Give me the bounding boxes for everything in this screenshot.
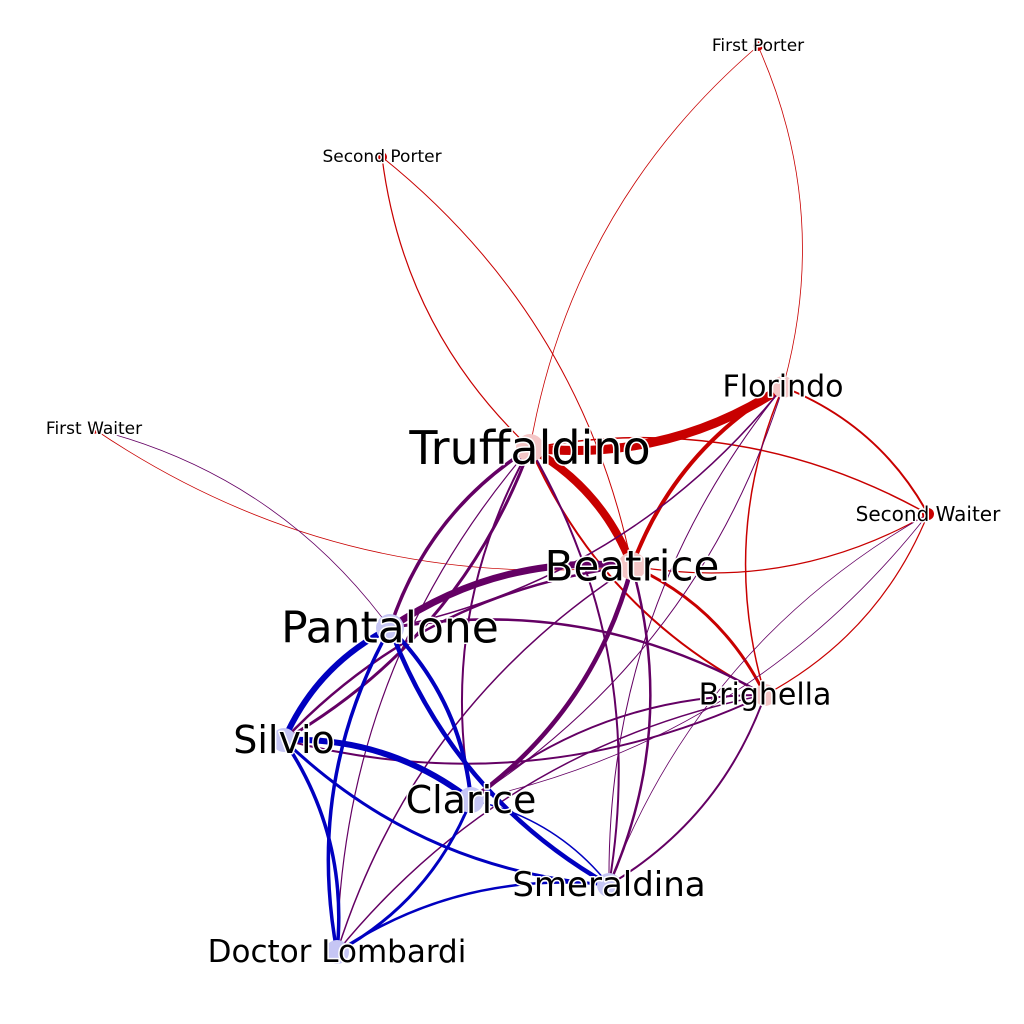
edge-truffaldino-silvio	[282, 446, 532, 742]
edge-truffaldino-beatrice	[526, 444, 636, 570]
node-silvio[interactable]	[272, 728, 296, 752]
node-label-second-waiter: Second Waiter	[856, 502, 1001, 526]
node-florindo[interactable]	[772, 376, 794, 398]
edge-florindo-beatrice	[630, 385, 785, 568]
edge-florindo-pantalone	[389, 386, 784, 629]
edge-beatrice-second-porter	[381, 156, 633, 567]
edge-pantalone-smeraldina	[387, 625, 612, 888]
edges-layer	[93, 45, 929, 954]
edge-florindo-first-porter	[757, 45, 803, 388]
node-second-porter[interactable]	[377, 152, 387, 162]
edge-brighella-smeraldina	[608, 694, 766, 886]
edge-brighella-pantalone	[388, 618, 767, 697]
edge-florindo-smeraldina	[608, 386, 784, 886]
edge-florindo-brighella	[744, 386, 784, 696]
edge-second-waiter-smeraldina	[608, 513, 929, 886]
node-label-clarice: Clarice	[406, 778, 537, 822]
node-pantalone[interactable]	[376, 614, 404, 642]
node-label-beatrice: Beatrice	[545, 542, 720, 591]
edge-first-waiter-pantalone	[93, 428, 391, 629]
node-brighella[interactable]	[754, 684, 776, 706]
node-first-porter[interactable]	[753, 41, 763, 51]
node-label-first-waiter: First Waiter	[46, 419, 142, 439]
node-label-smeraldina: Smeraldina	[512, 865, 705, 905]
node-truffaldino[interactable]	[516, 434, 544, 462]
edge-truffaldino-lombardi	[336, 447, 531, 953]
node-label-truffaldino: Truffaldino	[408, 421, 650, 475]
nodes-layer	[89, 41, 934, 964]
node-label-silvio: Silvio	[233, 718, 335, 762]
edge-brighella-second-waiter	[764, 513, 929, 696]
node-label-florindo: Florindo	[722, 370, 843, 405]
edge-silvio-smeraldina	[282, 738, 611, 887]
edge-truffaldino-second-waiter	[529, 436, 929, 515]
edge-silvio-clarice	[281, 736, 474, 803]
edge-pantalone-silvio	[281, 625, 393, 743]
edge-smeraldina-lombardi	[335, 881, 611, 954]
edge-beatrice-lombardi	[336, 565, 633, 953]
node-beatrice[interactable]	[618, 552, 646, 580]
edge-brighella-silvio	[283, 694, 766, 765]
edge-second-waiter-clarice	[470, 513, 929, 801]
edge-brighella-lombardi	[336, 694, 766, 953]
edge-florindo-second-waiter	[782, 386, 929, 515]
edge-truffaldino-pantalone	[388, 446, 532, 630]
edge-beatrice-clarice	[468, 563, 635, 803]
node-label-brighella: Brighella	[699, 678, 832, 713]
node-clarice[interactable]	[458, 787, 484, 813]
labels-layer: Truffaldino Beatrice Pantalone Florindo Brig…	[44, 35, 1002, 972]
node-lombardi[interactable]	[325, 940, 349, 964]
edge-truffaldino-smeraldina	[529, 447, 620, 886]
edge-beatrice-brighella	[630, 564, 767, 697]
edge-pantalone-lombardi	[326, 626, 392, 954]
node-label-pantalone: Pantalone	[281, 603, 499, 654]
node-label-second-porter: Second Porter	[322, 147, 441, 167]
edge-brighella-clarice	[470, 693, 766, 801]
edge-truffaldino-first-porter	[529, 45, 759, 449]
edge-truffaldino-second-porter	[381, 156, 531, 449]
node-label-lombardi: Doctor Lombardi	[208, 934, 467, 970]
edge-beatrice-second-waiter	[631, 513, 929, 574]
edge-pantalone-clarice	[388, 626, 473, 802]
edge-clarice-smeraldina	[470, 799, 610, 886]
node-smeraldina[interactable]	[597, 873, 621, 897]
edge-pantalone-beatrice	[386, 560, 636, 632]
node-label-first-porter: First Porter	[712, 36, 804, 56]
node-second-waiter[interactable]	[922, 508, 934, 520]
node-first-waiter[interactable]	[89, 424, 99, 434]
